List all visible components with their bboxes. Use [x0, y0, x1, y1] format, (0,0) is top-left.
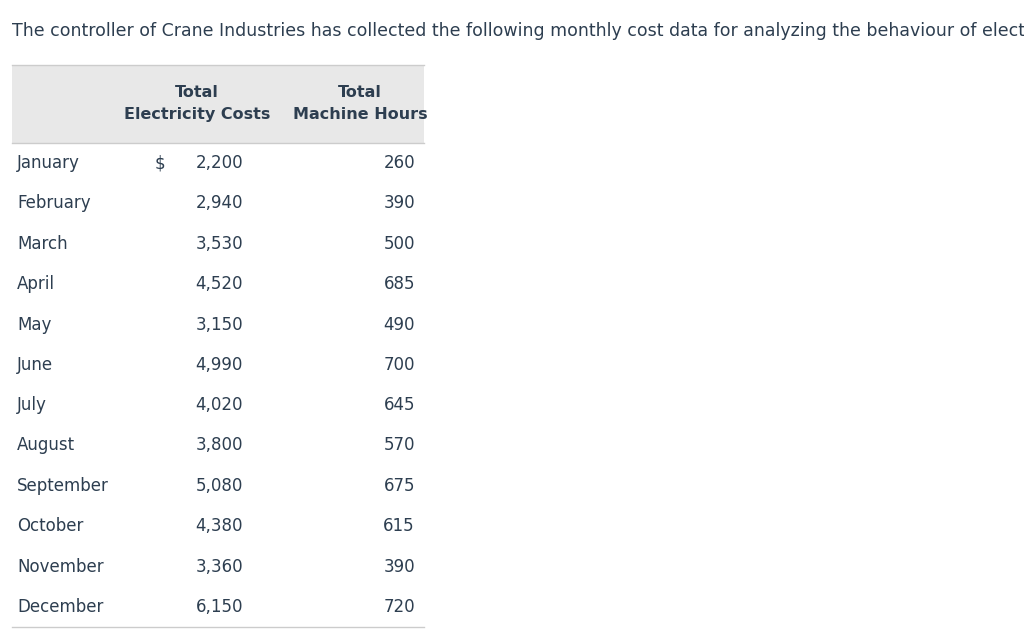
- Text: December: December: [17, 598, 103, 616]
- Text: 2,200: 2,200: [196, 154, 243, 172]
- Text: June: June: [17, 356, 53, 374]
- Text: 4,380: 4,380: [196, 517, 243, 535]
- Text: 3,800: 3,800: [196, 436, 243, 455]
- Text: 2,940: 2,940: [196, 194, 243, 213]
- Text: Total: Total: [338, 85, 382, 100]
- Text: July: July: [17, 396, 47, 414]
- Text: 685: 685: [384, 275, 415, 293]
- Text: 675: 675: [384, 477, 415, 495]
- Text: 3,530: 3,530: [196, 235, 243, 253]
- Text: October: October: [17, 517, 83, 535]
- Text: 720: 720: [383, 598, 415, 616]
- Text: 6,150: 6,150: [196, 598, 243, 616]
- Text: January: January: [17, 154, 80, 172]
- Text: April: April: [17, 275, 55, 293]
- Text: 4,520: 4,520: [196, 275, 243, 293]
- Text: 3,150: 3,150: [196, 316, 243, 333]
- Text: 390: 390: [383, 194, 415, 213]
- Text: 390: 390: [383, 558, 415, 575]
- Text: 615: 615: [383, 517, 415, 535]
- Text: 5,080: 5,080: [196, 477, 243, 495]
- Text: 645: 645: [384, 396, 415, 414]
- Text: 570: 570: [384, 436, 415, 455]
- Text: Electricity Costs: Electricity Costs: [124, 107, 270, 122]
- Text: 260: 260: [383, 154, 415, 172]
- Text: November: November: [17, 558, 103, 575]
- Text: August: August: [17, 436, 75, 455]
- Text: 4,990: 4,990: [196, 356, 243, 374]
- FancyBboxPatch shape: [12, 65, 424, 143]
- Text: The controller of Crane Industries has collected the following monthly cost data: The controller of Crane Industries has c…: [12, 22, 1024, 40]
- Text: 700: 700: [384, 356, 415, 374]
- Text: $: $: [155, 154, 166, 172]
- Text: February: February: [17, 194, 91, 213]
- Text: 4,020: 4,020: [196, 396, 243, 414]
- Text: May: May: [17, 316, 51, 333]
- Text: September: September: [17, 477, 109, 495]
- Text: 3,360: 3,360: [196, 558, 243, 575]
- Text: Machine Hours: Machine Hours: [293, 107, 427, 122]
- Text: 490: 490: [384, 316, 415, 333]
- Text: March: March: [17, 235, 68, 253]
- Text: Total: Total: [175, 85, 219, 100]
- Text: 500: 500: [384, 235, 415, 253]
